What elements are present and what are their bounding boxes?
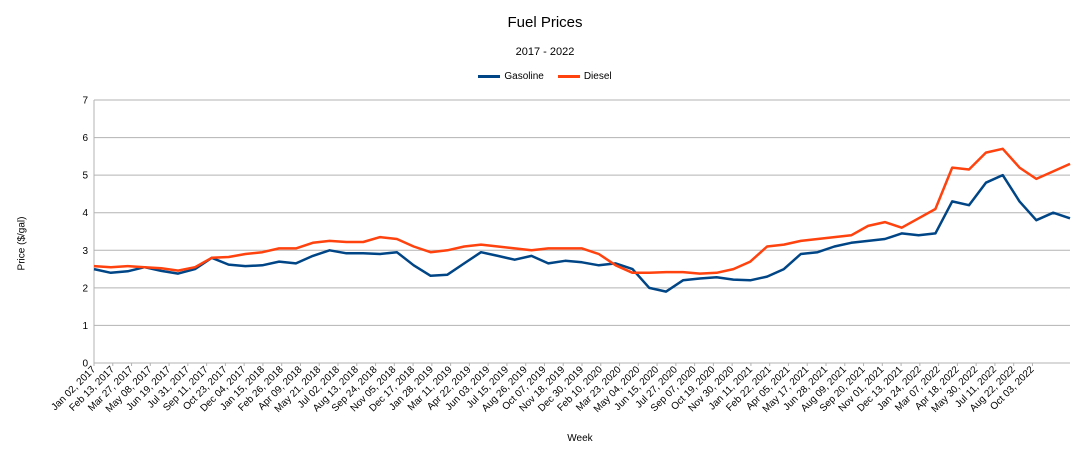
y-tick-label: 2 [82,283,88,294]
y-tick-label: 7 [82,96,88,107]
y-tick-label: 1 [82,321,88,332]
chart-subtitle: 2017 - 2022 [515,46,575,58]
y-tick-label: 0 [82,359,88,370]
legend-swatch-diesel [557,75,580,78]
y-tick-label: 5 [82,171,88,182]
legend-item-diesel: Diesel [557,71,612,82]
y-tick-label: 4 [82,208,88,219]
y-tick-label: 6 [82,133,88,144]
series-line-diesel [93,147,1071,275]
legend-label-diesel: Diesel [583,71,612,82]
series-line-gasoline [93,173,1071,293]
legend-label-gasoline: Gasoline [504,71,544,82]
legend: Gasoline Diesel [0,71,1090,82]
chart-title: Fuel Prices [507,14,583,31]
legend-swatch-gasoline [478,75,501,78]
y-tick-label: 3 [82,246,88,257]
legend-item-gasoline: Gasoline [478,71,544,82]
x-axis-label: Week [567,433,593,444]
